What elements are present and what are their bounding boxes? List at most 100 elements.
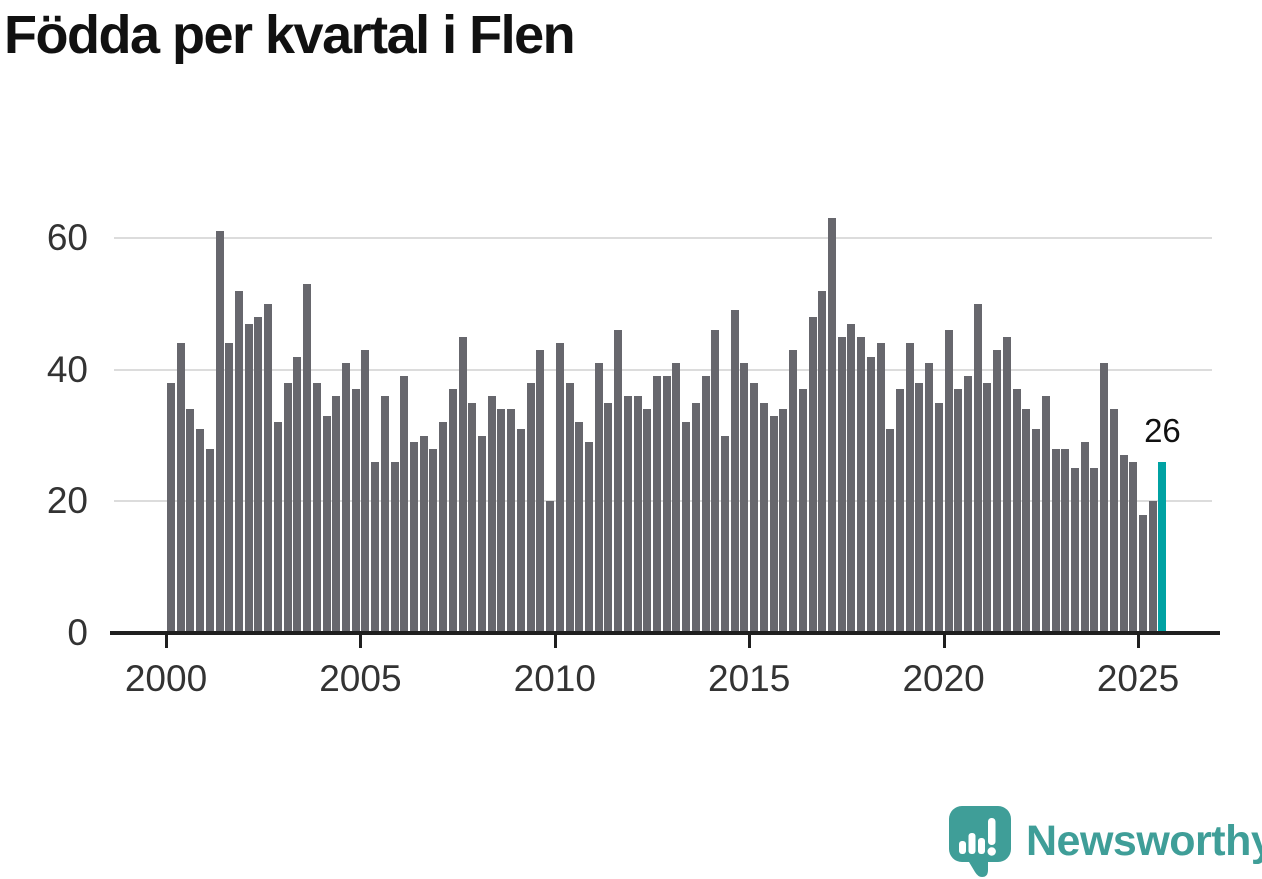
bar-2013-Q2 [682, 422, 690, 633]
bar-2020-Q3 [964, 376, 972, 633]
bar-2024-Q3 [1120, 455, 1128, 633]
bar-2010-Q1 [556, 343, 564, 633]
bar-2000-Q2 [177, 343, 185, 633]
bar-2014-Q4 [740, 363, 748, 633]
bar-2003-Q2 [293, 357, 301, 633]
bar-2015-Q1 [750, 383, 758, 633]
bar-2023-Q2 [1071, 468, 1079, 633]
bar-2010-Q3 [575, 422, 583, 633]
bar-2005-Q2 [371, 462, 379, 633]
bar-2011-Q1 [595, 363, 603, 633]
bar-2025-Q2 [1149, 501, 1157, 633]
bar-2000-Q1 [167, 383, 175, 633]
bar-2009-Q2 [527, 383, 535, 633]
y-axis-tick-label-20: 20 [46, 480, 88, 522]
x-axis-tick-label-2005: 2005 [319, 658, 402, 699]
y-axis-tick-label-0: 0 [67, 612, 88, 653]
bar-2012-Q3 [653, 376, 661, 633]
x-axis-tick-label-2025: 2025 [1096, 658, 1180, 699]
bar-2006-Q1 [400, 376, 408, 633]
bar-2022-Q1 [1022, 409, 1030, 633]
x-axis-tick-label-2020: 2020 [902, 658, 985, 699]
bar-2003-Q3 [303, 284, 311, 633]
x-axis-tick-2020 [942, 635, 946, 648]
bar-2002-Q2 [254, 317, 262, 633]
bar-2017-Q3 [847, 324, 855, 633]
bar-2014-Q1 [711, 330, 719, 633]
bar-2018-Q3 [886, 429, 894, 633]
bar-2008-Q3 [497, 409, 505, 633]
bar-2021-Q1 [983, 383, 991, 633]
bar-2024-Q4 [1129, 462, 1137, 633]
bar-2009-Q1 [517, 429, 525, 633]
bar-2022-Q4 [1052, 449, 1060, 633]
x-axis-tick-2000 [165, 635, 168, 648]
bar-2010-Q2 [566, 383, 574, 633]
bar-2002-Q1 [245, 324, 253, 633]
bar-2023-Q4 [1090, 468, 1098, 633]
bar-2004-Q1 [323, 416, 331, 633]
bar-2017-Q2 [838, 337, 846, 633]
bar-2009-Q3 [536, 350, 544, 633]
bar-2019-Q3 [925, 363, 933, 633]
bar-2001-Q4 [235, 291, 243, 633]
chart-title: Födda per kvartal i Flen [4, 5, 576, 65]
bar-2012-Q2 [643, 409, 651, 633]
bar-2015-Q4 [779, 409, 787, 633]
bar-2006-Q4 [429, 449, 437, 633]
gridline-60 [114, 237, 1212, 240]
bar-2019-Q1 [906, 343, 914, 633]
bar-2022-Q2 [1032, 429, 1040, 633]
bar-2010-Q4 [585, 442, 593, 633]
bar-2004-Q4 [352, 389, 360, 633]
bar-2021-Q3 [1003, 337, 1011, 633]
bar-2014-Q2 [721, 436, 729, 633]
bar-2016-Q2 [799, 389, 807, 633]
bar-2012-Q4 [663, 376, 671, 633]
bar-2018-Q1 [867, 357, 875, 633]
bar-2001-Q2 [216, 231, 224, 633]
bar-2008-Q4 [507, 409, 515, 633]
x-axis-line [110, 631, 1220, 635]
bar-2011-Q2 [604, 403, 612, 633]
bar-2015-Q2 [760, 403, 768, 633]
bar-2017-Q4 [857, 337, 865, 633]
bar-2005-Q4 [391, 462, 399, 633]
bar-2025-Q3 [1158, 462, 1166, 633]
bar-2022-Q3 [1042, 396, 1050, 633]
x-axis-tick-label-2015: 2015 [708, 658, 791, 699]
bar-2006-Q3 [420, 436, 428, 633]
bar-2004-Q2 [332, 396, 340, 633]
bar-2007-Q1 [439, 422, 447, 633]
bar-2016-Q1 [789, 350, 797, 633]
bar-2019-Q4 [935, 403, 943, 633]
bar-2006-Q2 [410, 442, 418, 633]
bar-2016-Q3 [809, 317, 817, 633]
bar-2003-Q1 [284, 383, 292, 633]
bar-2001-Q1 [206, 449, 214, 633]
bar-2005-Q1 [361, 350, 369, 633]
bar-2017-Q1 [828, 218, 836, 633]
bar-2013-Q3 [692, 403, 700, 633]
x-axis-tick-2005 [359, 635, 363, 648]
bar-2008-Q1 [478, 436, 486, 633]
bar-2024-Q2 [1110, 409, 1118, 633]
bar-2002-Q3 [264, 304, 272, 633]
bar-2008-Q2 [488, 396, 496, 633]
bar-2003-Q4 [313, 383, 321, 633]
bar-2007-Q4 [468, 403, 476, 633]
bar-2023-Q1 [1061, 449, 1069, 633]
bar-2020-Q2 [954, 389, 962, 633]
bar-2007-Q2 [449, 389, 457, 633]
bar-2021-Q4 [1013, 389, 1021, 633]
bar-2016-Q4 [818, 291, 826, 633]
bar-2015-Q3 [770, 416, 778, 633]
bar-2007-Q3 [459, 337, 467, 633]
bar-2024-Q1 [1100, 363, 1108, 633]
y-axis-tick-label-60: 60 [46, 217, 88, 259]
x-axis-tick-2010 [553, 635, 557, 648]
bar-2020-Q1 [945, 330, 953, 633]
x-axis-tick-label-2010: 2010 [513, 658, 596, 699]
bar-2021-Q2 [993, 350, 1001, 633]
